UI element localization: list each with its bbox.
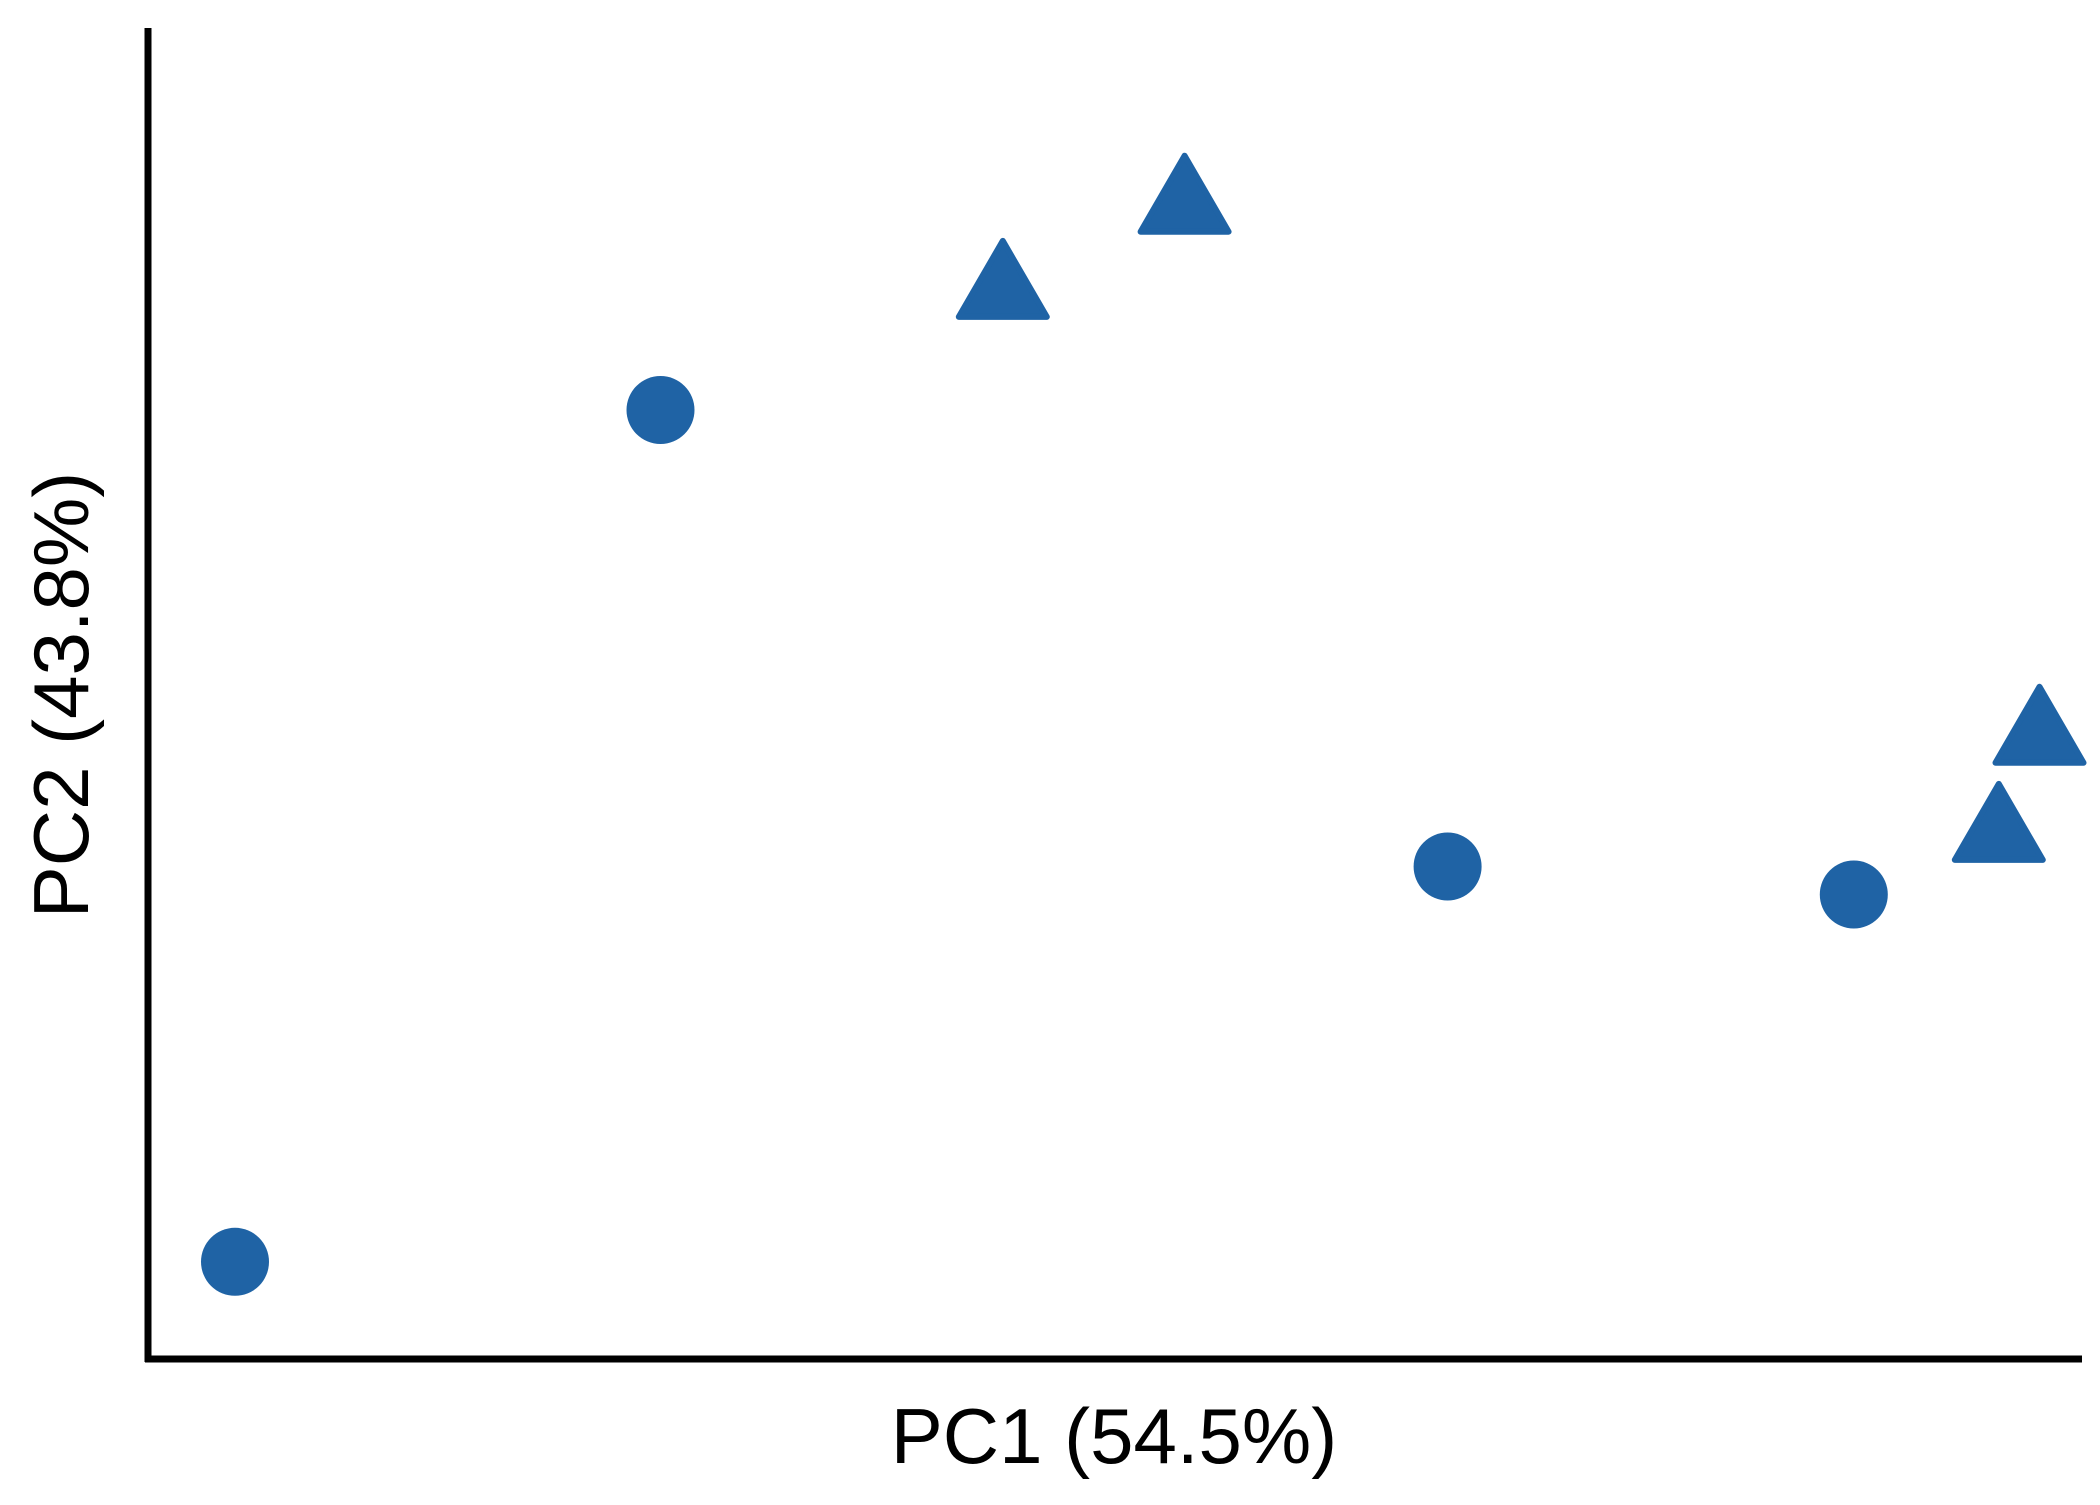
y-axis-label: PC2 (43.8%) (17, 472, 105, 919)
data-point-circle (626, 376, 695, 444)
data-point-triangle (1992, 683, 2087, 766)
data-point-circle (1819, 860, 1888, 929)
data-points (201, 152, 2087, 1296)
data-point-triangle (1951, 780, 2046, 863)
data-point-triangle (1137, 152, 1232, 235)
axes (144, 28, 2082, 1363)
data-point-circle (1413, 832, 1482, 901)
x-axis-label: PC1 (54.5%) (891, 1392, 1338, 1480)
data-point-circle (201, 1227, 269, 1296)
data-point-triangle (955, 237, 1050, 320)
